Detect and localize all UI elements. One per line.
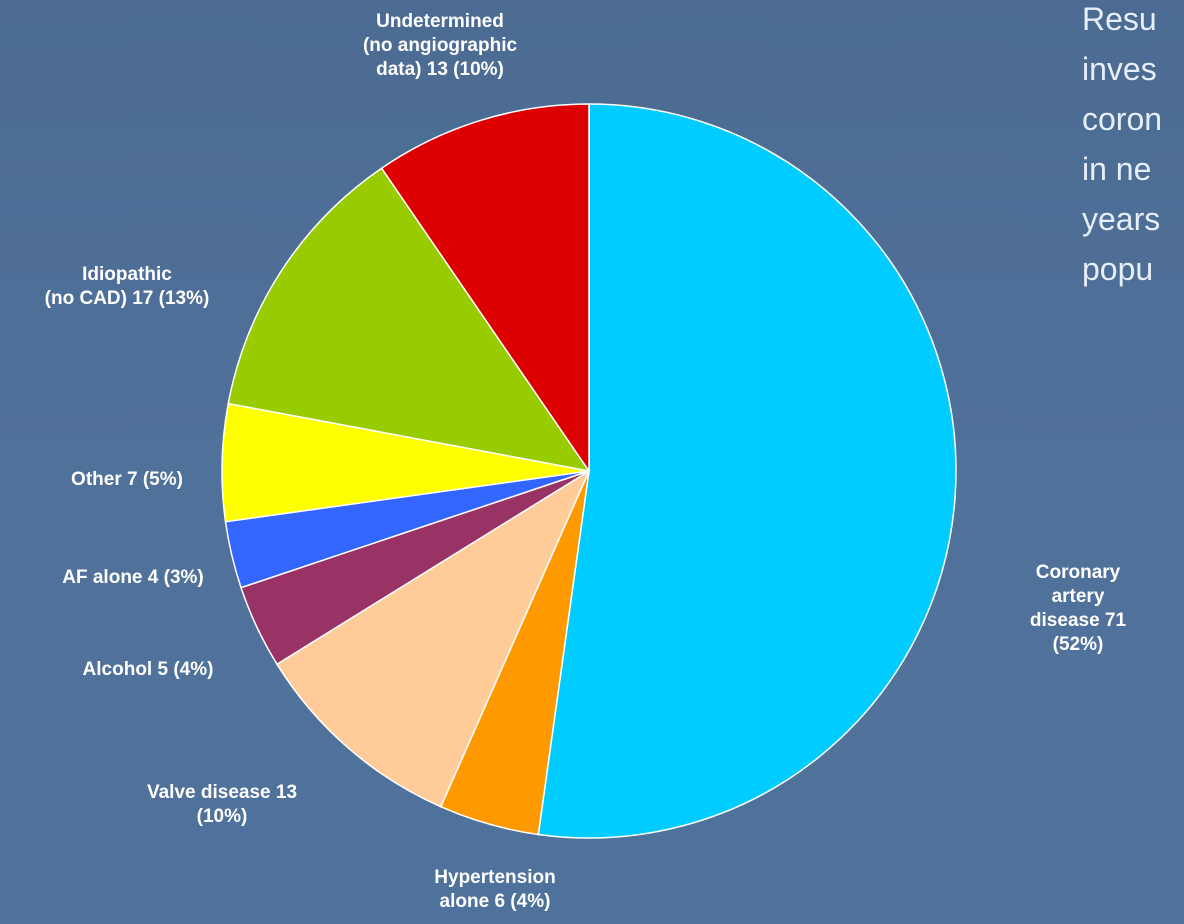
side-text-line: years — [1082, 201, 1161, 237]
side-text-line: Resu — [1082, 1, 1157, 37]
pie-slice — [380, 103, 590, 474]
slice-label: Idiopathic (no CAD) 17 (13%) — [44, 264, 210, 309]
slice-label: Other 7 (5%) — [71, 469, 183, 490]
side-text-line: in ne — [1082, 151, 1152, 187]
slice-label: AF alone 4 (3%) — [62, 567, 204, 588]
slice-label: Valve disease 13 (10%) — [146, 782, 298, 827]
slice-label: Alcohol 5 (4%) — [82, 659, 214, 680]
slice-label: Hypertension alone 6 (4%) — [434, 867, 556, 912]
slice-label: Undetermined (no angiographic data) 13 (… — [362, 11, 518, 80]
side-text: Resu inves coron in ne years popu — [1082, 0, 1162, 294]
pie-slice — [275, 469, 591, 808]
side-text-line: popu — [1082, 251, 1154, 287]
slice-label: Coronary artery disease 71 (52%) — [1029, 562, 1127, 655]
side-text-line: coron — [1082, 101, 1163, 137]
side-text-line: inves — [1082, 51, 1157, 87]
pie-slice — [537, 103, 957, 839]
pie-slice — [227, 167, 591, 473]
